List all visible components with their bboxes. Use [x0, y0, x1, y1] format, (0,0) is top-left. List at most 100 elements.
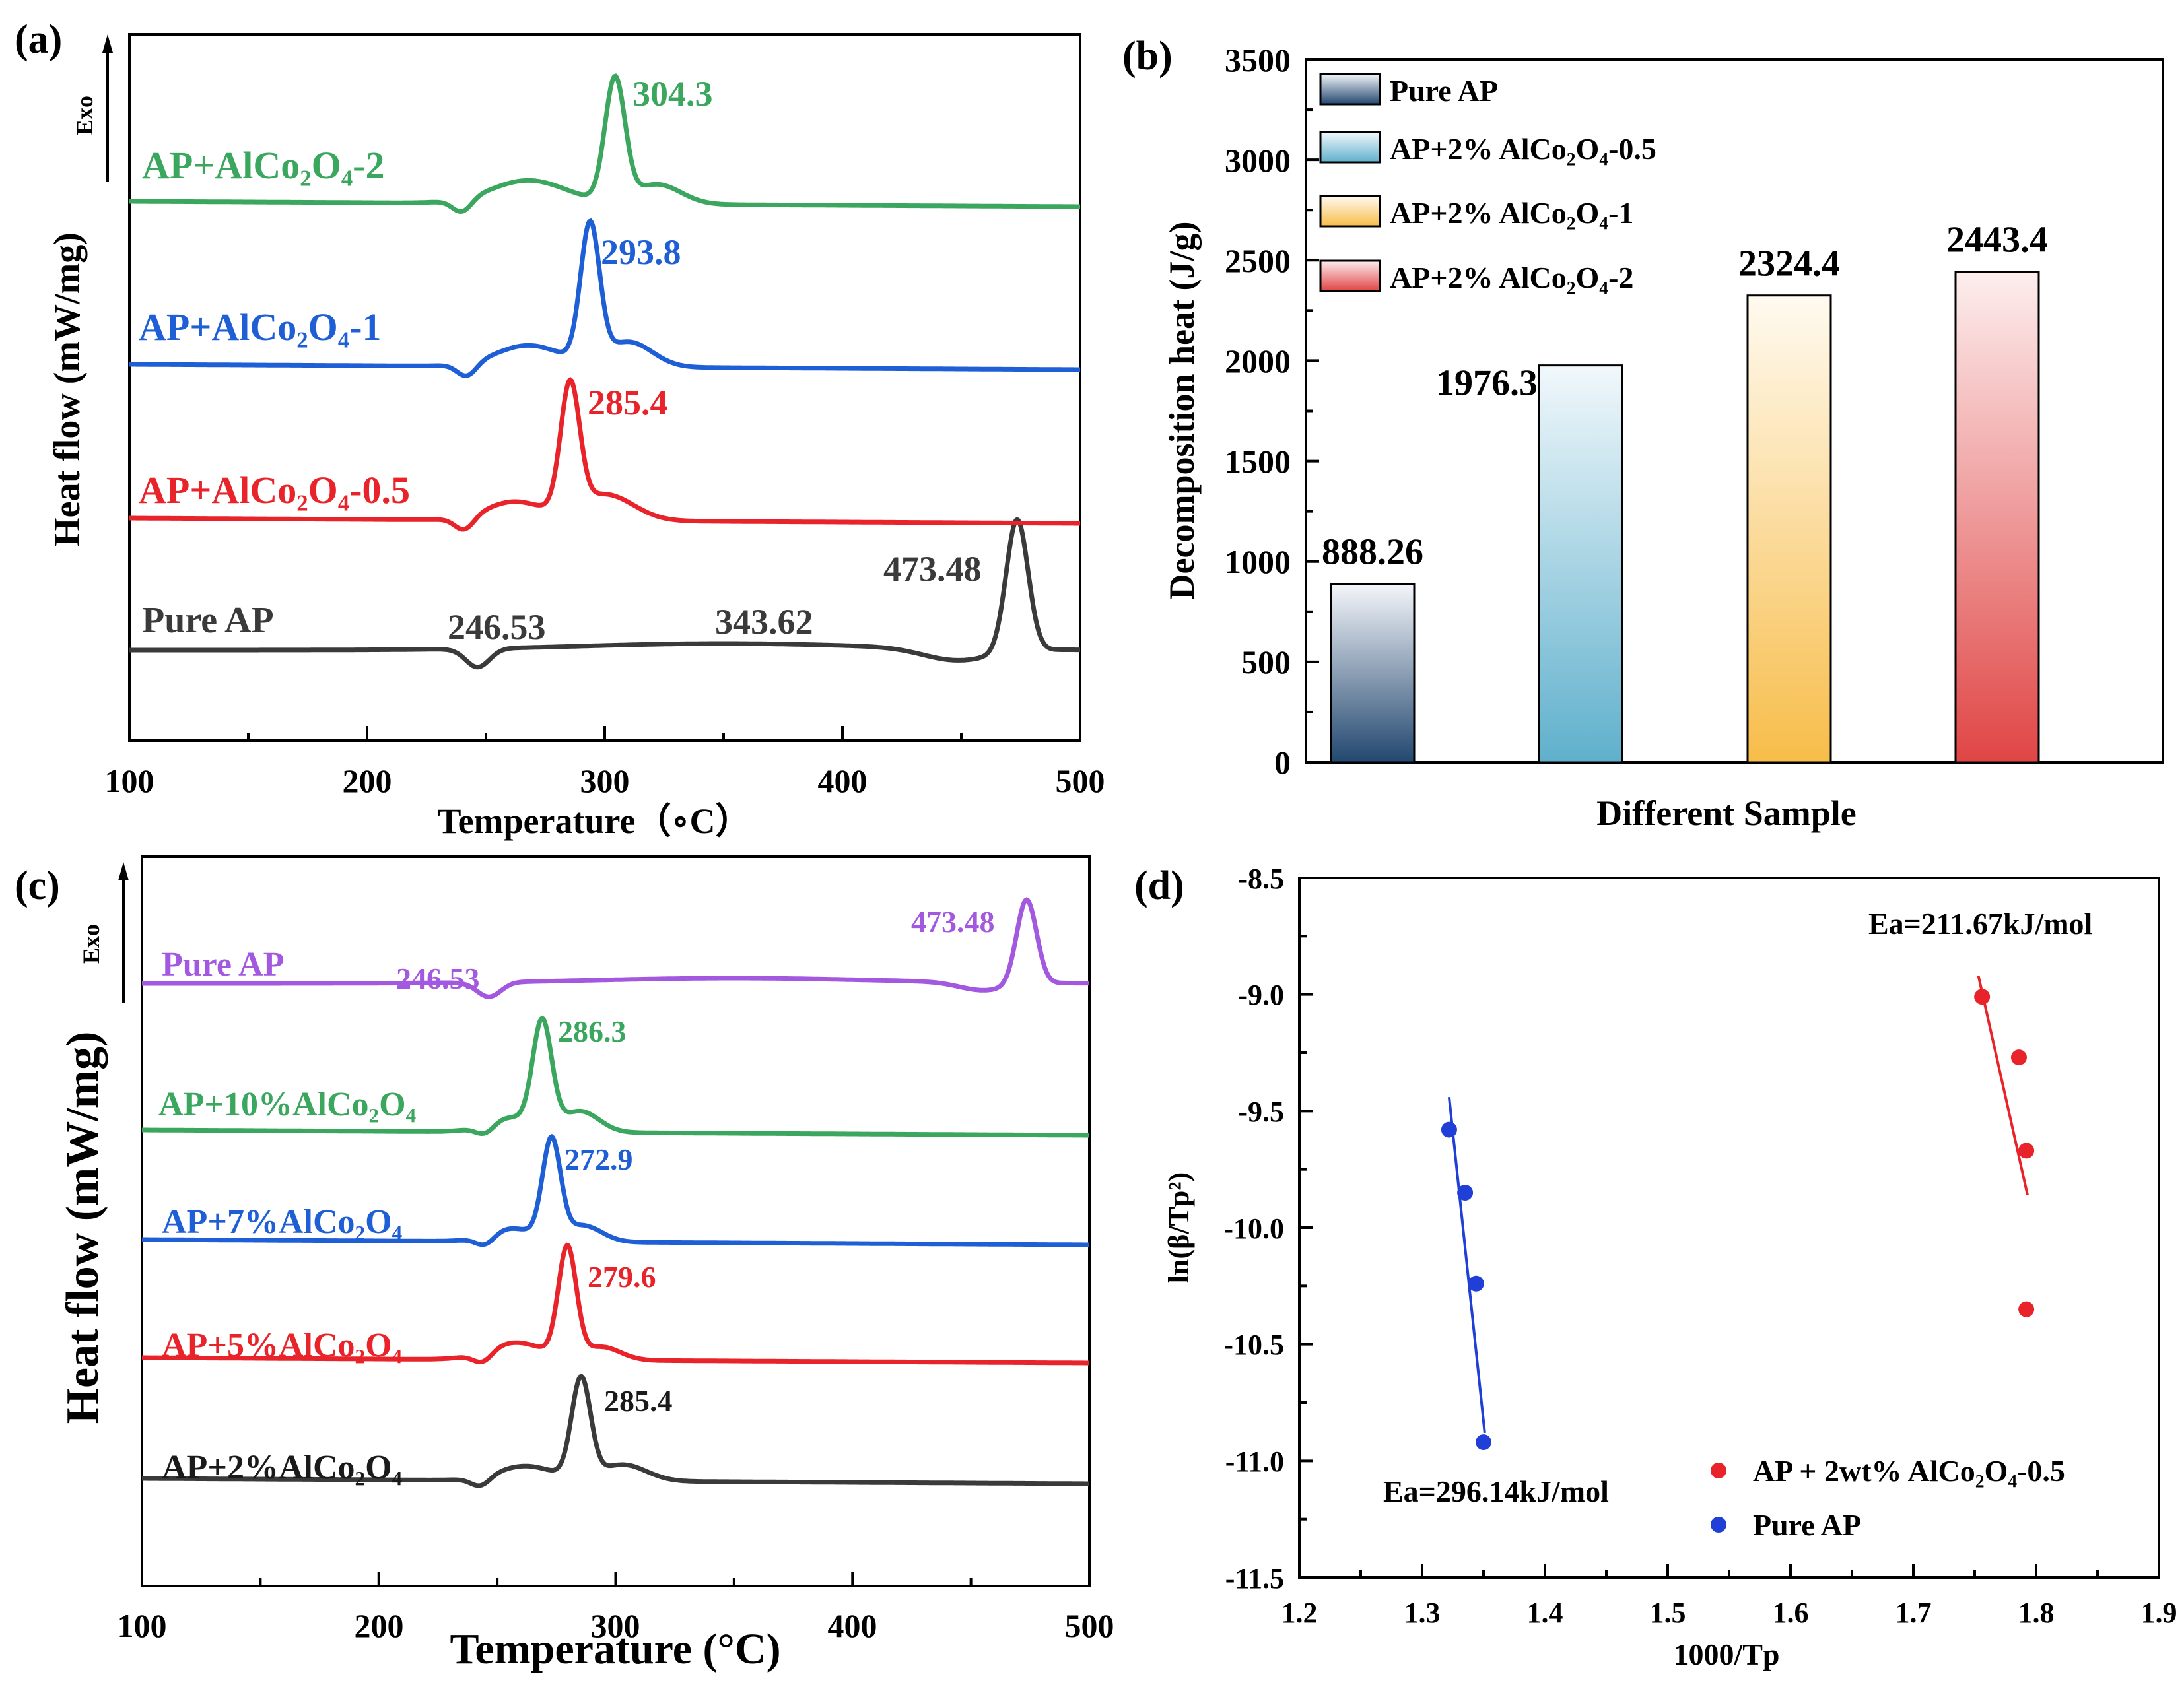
panel-d-ytick-label: -10.0: [1223, 1212, 1284, 1245]
panel-b-ytick-label: 3000: [1225, 142, 1291, 179]
panel-a-xtick-label: 400: [818, 762, 868, 799]
panel-d-point: [1974, 989, 1991, 1005]
panel-d-point: [1441, 1121, 1457, 1138]
panel-a-peak-label: 293.8: [601, 232, 681, 272]
panel-c-xtick-label: 300: [591, 1607, 640, 1644]
panel-d-annotation: Ea=296.14kJ/mol: [1383, 1475, 1609, 1508]
panel-b-ytick-label: 2000: [1225, 343, 1291, 380]
panel-a-x-ticks: [128, 726, 1081, 741]
panel-a-curve-0-5: [129, 376, 1080, 532]
panel-c-curve-2pct: [142, 1373, 1089, 1488]
panel-d-x-axis-title: 1000/Tp: [1673, 1638, 1779, 1671]
panel-b-ytick-label: 0: [1274, 744, 1291, 781]
panel-b-legend-label: AP+2% AlCo₂O₄-0.5: [1390, 132, 1656, 166]
panel-c-curve-7pct: [142, 1133, 1089, 1247]
panel-c-x-axis-title: Temperature (°C): [450, 1625, 780, 1673]
panel-a-curve-1: [129, 218, 1080, 378]
panel-b-value-label: 2443.4: [1946, 220, 2048, 261]
panel-d-point: [2018, 1143, 2035, 1159]
panel-c-curve-5pct: [142, 1242, 1089, 1366]
panel-c-xtick-label: 500: [1065, 1607, 1114, 1644]
panel-b-value-label: 888.26: [1322, 532, 1423, 573]
panel-c-series-label: AP+7%AlCo₂O₄: [162, 1203, 403, 1241]
panel-d-y-axis-title: ln(β/Tp²): [1163, 1172, 1195, 1283]
panel-c-series-label: Pure AP: [162, 946, 284, 983]
panel-c-peak-label: 285.4: [604, 1384, 673, 1418]
panel-b-legend-swatch: [1319, 131, 1381, 164]
panel-d: (d) 1.2 1.3 1.4 1.5 1.6 1.7 1.8 1.9 -8.5…: [1134, 863, 2177, 1671]
panel-c-x-ticks: [141, 1572, 1091, 1586]
panel-b-label: (b): [1122, 34, 1173, 79]
panel-d-xtick-label: 1.9: [2141, 1597, 2177, 1629]
panel-d-point: [1476, 1434, 1491, 1451]
panel-b-value-label: 1976.3: [1436, 363, 1538, 404]
panel-d-xtick-label: 1.2: [1281, 1597, 1318, 1629]
panel-b-legend-label: Pure AP: [1390, 74, 1498, 108]
panel-d-point: [2018, 1301, 2035, 1317]
panel-b: (b) 0 500 1000 1500 2000 2500 3000 3500 …: [1122, 34, 2164, 833]
panel-c-peak-label: 246.53: [396, 962, 480, 995]
panel-b-y-axis-title: Decomposition heat (J/g): [1162, 222, 1202, 600]
panel-d-xtick-label: 1.6: [1773, 1597, 1809, 1629]
panel-a-x-axis-title: Temperature（∘C）: [438, 801, 751, 841]
panel-a-curve-pure-ap: [129, 516, 1080, 670]
panel-d-point: [1457, 1185, 1474, 1201]
panel-c-peak-label: 286.3: [558, 1014, 627, 1048]
panel-a-xtick-label: 200: [343, 762, 392, 799]
panel-a-exo-arrowhead: [102, 34, 113, 53]
panel-c-series-label: AP+2%AlCo₂O₄: [162, 1449, 403, 1486]
panel-d-ytick-label: -11.0: [1225, 1445, 1284, 1478]
panel-d-legend-label: AP + 2wt% AlCo₂O₄-0.5: [1753, 1454, 2065, 1488]
panel-a-peak-label: 304.3: [632, 74, 713, 114]
panel-a-series-label: AP+AlCo₂O₄-0.5: [139, 469, 410, 512]
panel-a-series-label: Pure AP: [142, 600, 274, 641]
panel-a-xtick-label: 300: [580, 762, 630, 799]
panel-d-fit-line-pure-ap: [1447, 1096, 1486, 1434]
panel-c-peak-label: 473.48: [911, 905, 995, 939]
panel-b-legend-swatch: [1319, 73, 1381, 106]
panel-a-exo-label: Exo: [71, 96, 98, 135]
panel-c-peak-label: 279.6: [588, 1260, 656, 1294]
panel-a: (a) 100 200 300 400 500 Temperature（∘C） …: [15, 17, 1105, 841]
panel-d-points: [1441, 989, 2035, 1451]
panel-b-ytick-label: 1500: [1225, 443, 1291, 480]
panel-c-xtick-label: 200: [355, 1607, 404, 1644]
panel-c-series-label: AP+5%AlCo₂O₄: [162, 1327, 403, 1364]
panel-a-y-axis-title: Heat flow (mW/mg): [47, 232, 88, 547]
panel-b-bar-1: [1746, 294, 1832, 764]
panel-d-legend-marker: [1711, 1517, 1726, 1533]
panel-a-xtick-label: 500: [1056, 762, 1105, 799]
panel-b-y-ticks: [1306, 58, 1319, 764]
panel-b-bar-2: [1954, 271, 2040, 764]
panel-d-fit-line-alco: [1977, 975, 2029, 1195]
panel-d-label: (d): [1134, 863, 1184, 908]
panel-c: (c) 100 200 300 400 500 Temperature (°C)…: [15, 855, 1114, 1673]
panel-c-peak-label: 272.9: [564, 1143, 633, 1176]
panel-a-peak-label: 473.48: [883, 549, 982, 589]
panel-d-ytick-label: -10.5: [1223, 1329, 1284, 1361]
panel-a-peak-label: 285.4: [588, 383, 668, 422]
panel-d-point: [1468, 1275, 1484, 1292]
panel-d-ytick-label: -8.5: [1238, 863, 1284, 895]
panel-b-ytick-label: 2500: [1225, 242, 1291, 279]
panel-b-legend-swatch: [1319, 195, 1381, 228]
panel-d-ytick-label: -9.5: [1238, 1096, 1284, 1128]
panel-b-ytick-label: 500: [1241, 644, 1291, 680]
panel-b-x-axis-title: Different Sample: [1596, 793, 1856, 833]
panel-b-bar-0-5: [1538, 364, 1623, 764]
panel-a-peak-label: 246.53: [448, 607, 546, 647]
panel-b-ytick-label: 3500: [1225, 42, 1291, 79]
panel-a-series-label: AP+AlCo₂O₄-2: [142, 144, 384, 187]
panel-d-legend: AP + 2wt% AlCo₂O₄-0.5 Pure AP: [1711, 1454, 2065, 1542]
panel-c-series-label: AP+10%AlCo₂O₄: [158, 1086, 417, 1123]
panel-a-label: (a): [15, 17, 62, 62]
panel-c-label: (c): [15, 863, 60, 908]
panel-c-xtick-label: 400: [828, 1607, 877, 1644]
panel-d-annotation: Ea=211.67kJ/mol: [1868, 907, 2092, 941]
panel-b-value-label: 2324.4: [1738, 244, 1840, 284]
panel-b-bar-pure-ap: [1330, 583, 1416, 764]
panel-d-ticks: [1298, 877, 2160, 1579]
panel-c-y-axis-title: Heat flow (mW/mg): [57, 1032, 108, 1424]
panel-d-legend-label: Pure AP: [1753, 1508, 1861, 1542]
